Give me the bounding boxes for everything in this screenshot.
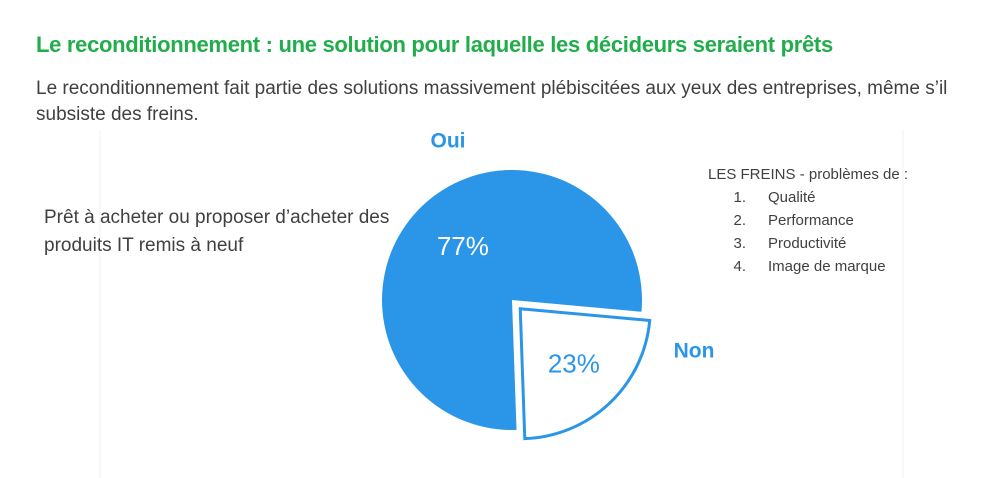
subtitle: Le reconditionnement fait partie des sol… [36, 78, 948, 125]
freins-text: Productivité [768, 235, 847, 252]
pie-slice [518, 307, 652, 441]
freins-number: 2. [733, 212, 746, 229]
freins-list: LES FREINS - problèmes de : 1. Qualité 2. P… [708, 166, 908, 275]
freins-text: Performance [768, 212, 854, 229]
category-label: Non [674, 340, 715, 363]
freins-number: 4. [733, 258, 746, 275]
freins-item: 3. Productivité [708, 235, 908, 252]
freins-item: 4. Image de marque [708, 258, 908, 275]
freins-number: 3. [733, 235, 746, 252]
freins-item: 1. Qualité [708, 189, 908, 206]
category-label: Oui [431, 130, 466, 153]
freins-item: 2. Performance [708, 212, 908, 229]
value-label: 77% [437, 231, 489, 261]
annotation: Prêt à acheter ou proposer d’acheter des… [44, 207, 390, 256]
freins-title: LES FREINS - problèmes de : [708, 166, 909, 183]
freins-text: Qualité [768, 189, 816, 206]
freins-number: 1. [733, 189, 746, 206]
pie-slice [382, 170, 642, 431]
title: Le reconditionnement : une solution pour… [36, 32, 833, 57]
freins-text: Image de marque [768, 258, 886, 275]
value-label: 23% [548, 348, 600, 378]
